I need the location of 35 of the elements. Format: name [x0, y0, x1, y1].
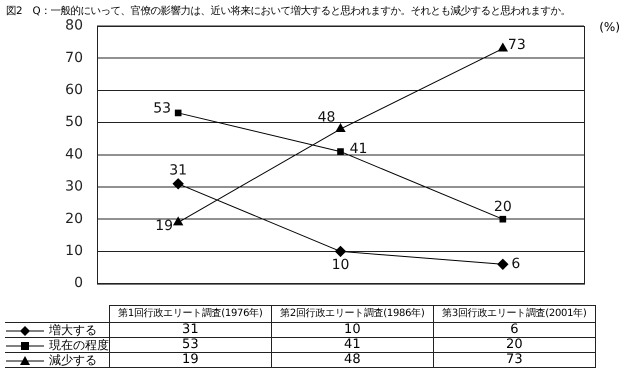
- y-tick-label: 70: [65, 50, 83, 66]
- annotation: 53: [153, 100, 172, 117]
- data-label: 19: [109, 352, 272, 368]
- data-label: 73: [433, 352, 596, 368]
- legend-label: 現在の程度: [48, 338, 109, 352]
- y-tick-label: 30: [65, 178, 83, 195]
- annotation: 41: [350, 141, 368, 158]
- annotation: 48: [318, 110, 336, 126]
- y-tick-label: 60: [65, 82, 83, 98]
- data-label: 31: [109, 322, 272, 338]
- data-label: 6: [433, 322, 596, 338]
- legend-label: 増大する: [48, 323, 97, 337]
- data-label: 53: [109, 337, 272, 352]
- legend-label: 減少する: [48, 353, 97, 367]
- annotation: 10: [332, 257, 350, 274]
- data-label: 10: [271, 322, 434, 338]
- annotation: 6: [511, 256, 520, 272]
- annotation: 19: [155, 218, 174, 234]
- y-tick-label: 80: [65, 18, 83, 34]
- y-tick-label: 50: [65, 114, 83, 130]
- annotation: 73: [508, 37, 526, 54]
- data-label: 48: [271, 352, 434, 368]
- x-tick-label: 第1回行政エリート調査(1976年): [109, 306, 272, 322]
- x-tick-label: 第2回行政エリート調査(1986年): [271, 306, 434, 322]
- x-tick-label: 第3回行政エリート調査(2001年): [433, 306, 596, 322]
- data-label: 20: [433, 337, 596, 352]
- data-label: 41: [271, 337, 434, 352]
- annotation: 31: [169, 162, 188, 178]
- y-tick-label: 0: [74, 275, 83, 292]
- y-tick-label: 10: [65, 243, 83, 260]
- y-tick-label: 40: [65, 146, 83, 162]
- y-axis-title: (%): [599, 20, 620, 34]
- annotation: 20: [494, 198, 512, 215]
- chart-title: 図2 Q：一般的にいって、官僚の影響力は、近い将来において増大すると思われますか。それとも減少すると思われますか。: [6, 4, 571, 18]
- y-tick-label: 20: [65, 210, 83, 227]
